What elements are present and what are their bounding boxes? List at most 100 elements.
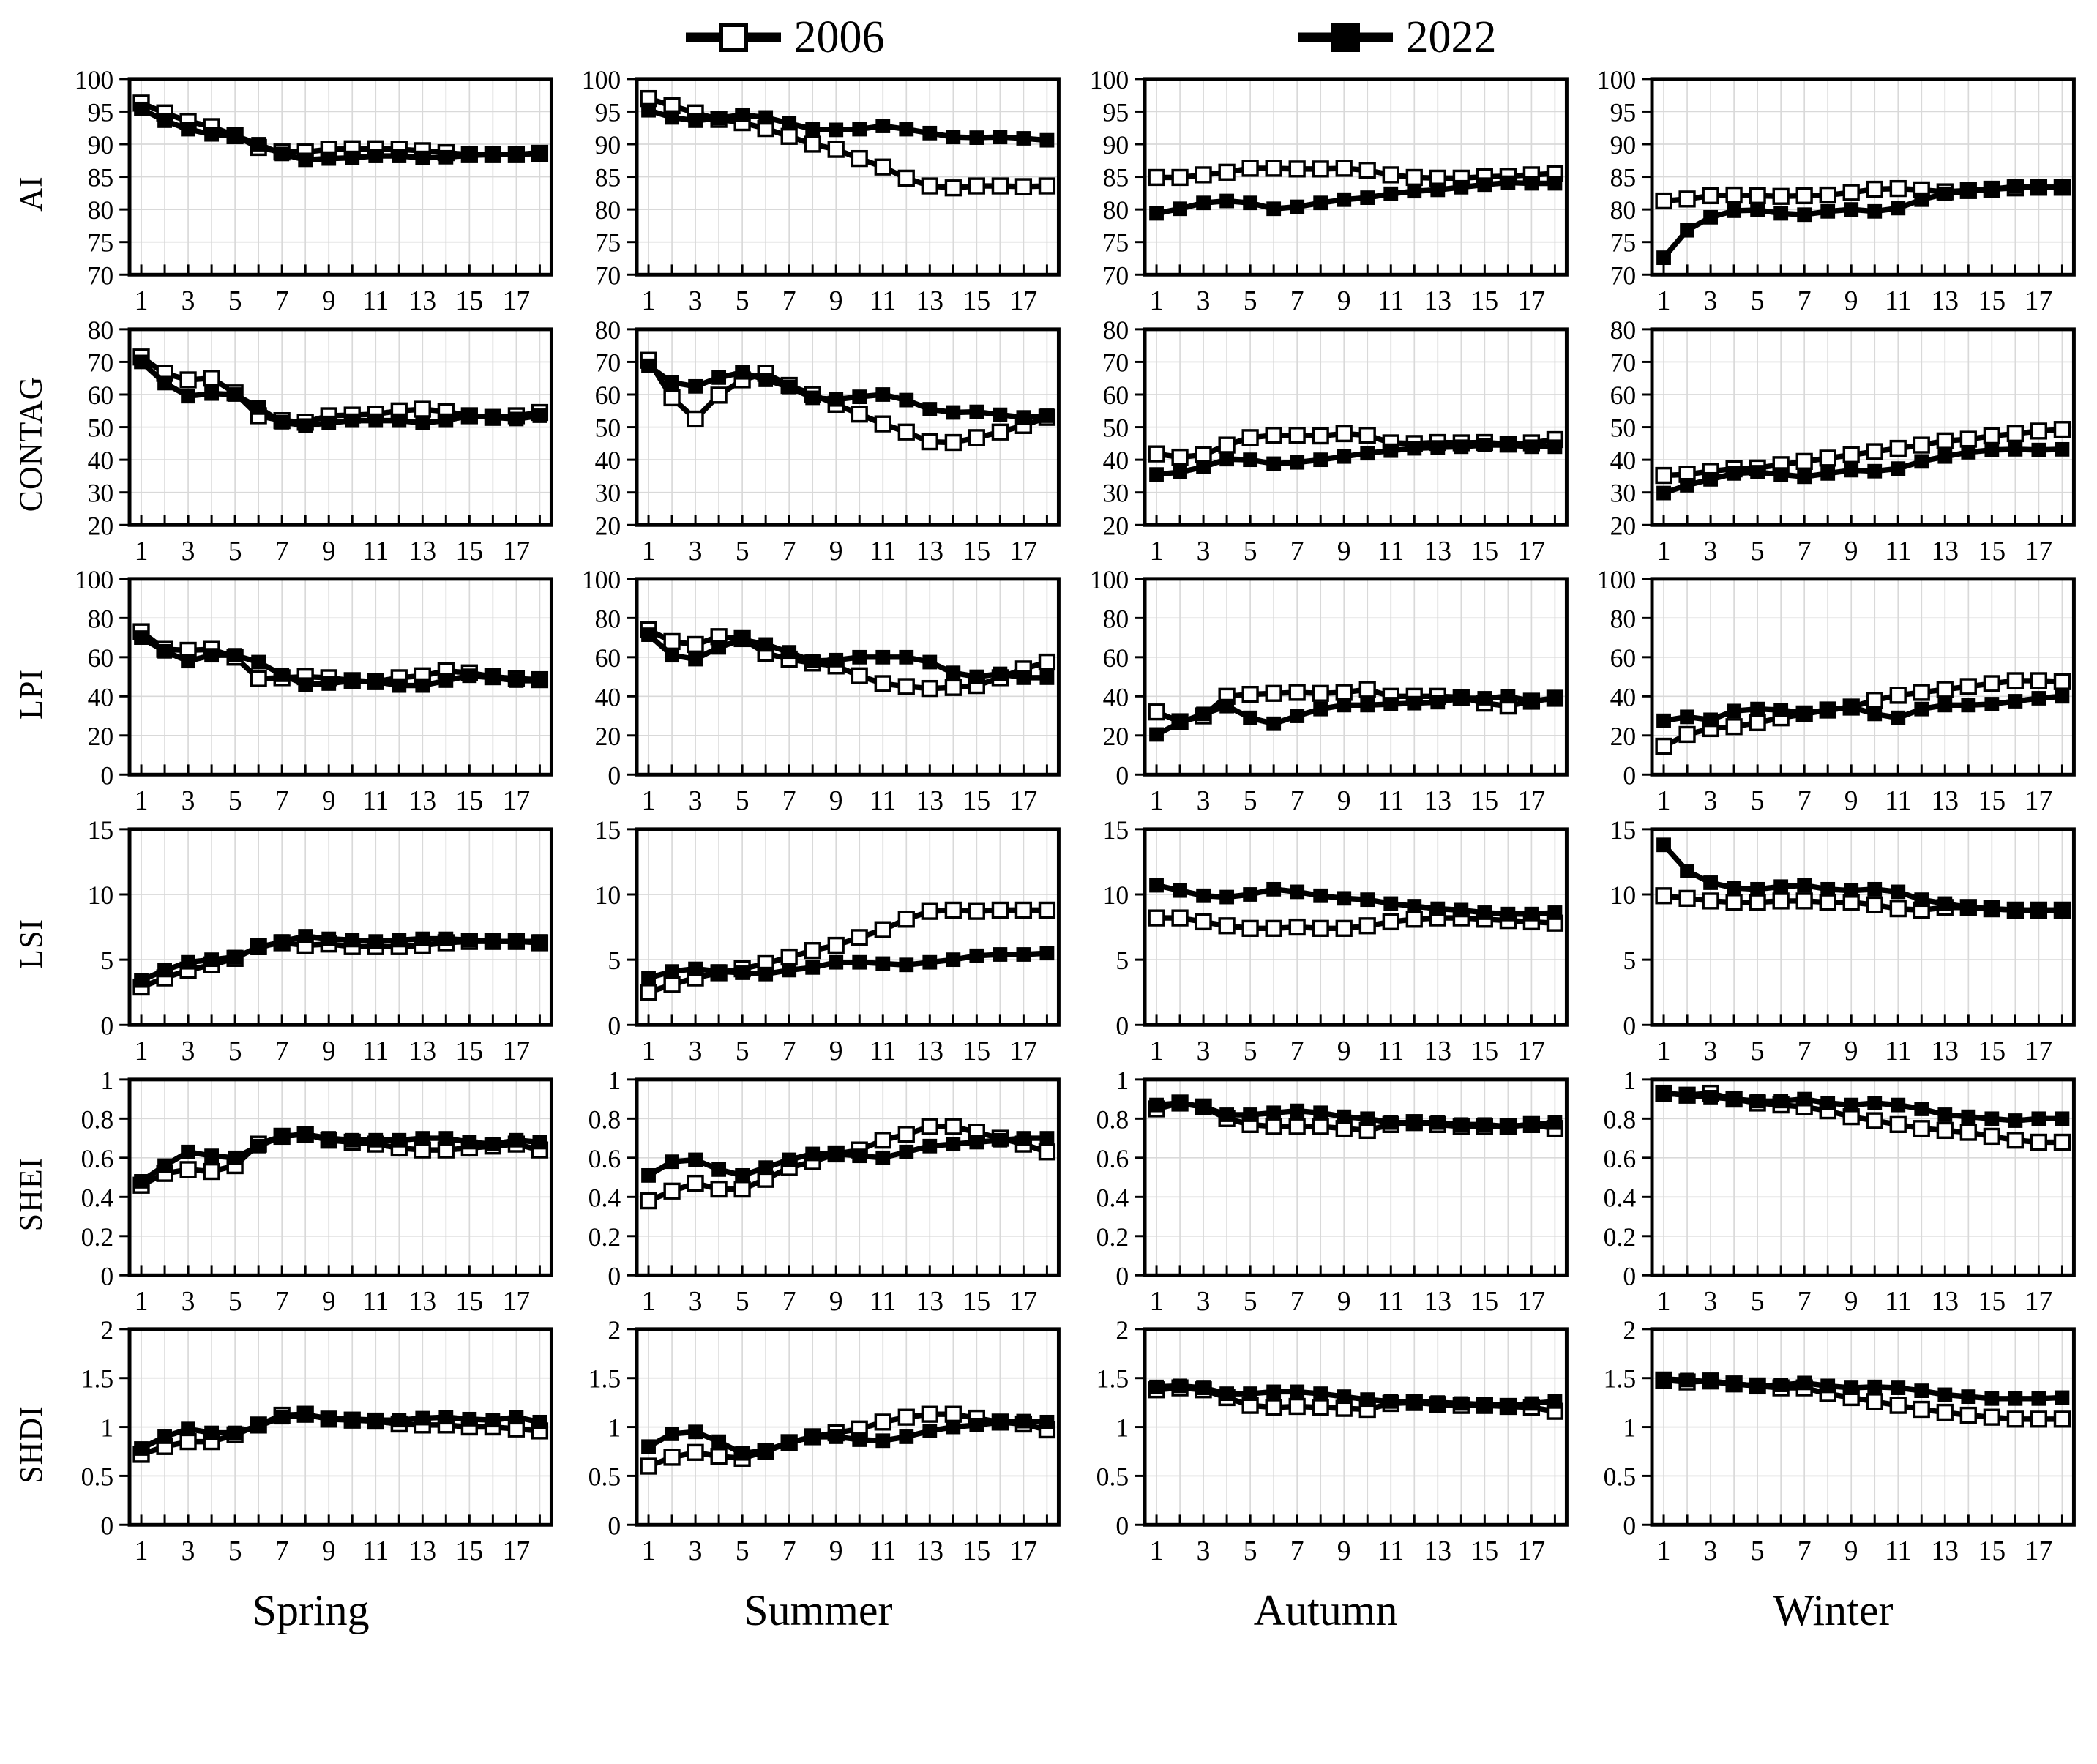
marker-2022 [1429, 901, 1445, 916]
marker-2022 [509, 147, 524, 162]
y-tick-label: 15 [88, 819, 114, 845]
marker-2022 [345, 413, 360, 428]
y-tick-label: 60 [1102, 381, 1129, 410]
marker-2022 [532, 934, 547, 949]
marker-2022 [1172, 883, 1187, 898]
x-tick-label: 9 [322, 785, 336, 816]
marker-2022 [1195, 1099, 1211, 1114]
marker-2022 [438, 149, 454, 165]
x-tick-label: 9 [829, 285, 843, 316]
row-label-shei: SHEI [12, 1156, 49, 1232]
marker-2022 [1429, 182, 1445, 198]
marker-2022 [665, 375, 680, 390]
marker-2006 [1913, 684, 1930, 701]
marker-2006 [250, 670, 267, 688]
x-tick-label: 1 [135, 535, 149, 566]
series-2022-markers [134, 1408, 547, 1457]
x-tick-label: 9 [1337, 1036, 1350, 1066]
y-tick-label: 40 [88, 683, 114, 712]
marker-2022 [462, 668, 477, 684]
marker-2022 [1773, 1378, 1788, 1393]
y-tick-label: 80 [1102, 605, 1129, 634]
y-tick-label: 85 [595, 163, 621, 193]
marker-2022 [688, 378, 703, 394]
marker-2006 [1335, 425, 1353, 442]
x-tick-label: 5 [736, 535, 750, 566]
marker-2022 [1797, 878, 1812, 893]
marker-2022 [899, 1144, 914, 1159]
marker-2022 [1219, 452, 1234, 466]
x-tick-label: 7 [275, 1285, 289, 1316]
marker-2022 [438, 413, 454, 428]
x-tick-label: 1 [1656, 1536, 1670, 1566]
x-tick-label: 9 [322, 1536, 336, 1566]
marker-2006 [874, 1131, 892, 1149]
x-tick-label: 11 [362, 785, 389, 816]
marker-2022 [641, 627, 657, 643]
marker-2022 [641, 971, 657, 986]
y-tick-label: 5 [1623, 946, 1636, 975]
x-tick-label: 13 [1424, 785, 1451, 816]
x-tick-label: 9 [829, 1036, 843, 1066]
marker-2022 [1039, 1415, 1055, 1430]
y-tick-label: 100 [582, 569, 621, 594]
marker-2022 [181, 122, 195, 137]
legend-marker-2022-icon [1297, 23, 1393, 52]
y-tick-label: 0.5 [1096, 1462, 1129, 1492]
x-tick-label: 17 [503, 1536, 531, 1566]
marker-2022 [1383, 896, 1398, 911]
x-tick-label: 15 [1978, 285, 2006, 316]
y-tick-label: 30 [88, 478, 114, 507]
y-tick-label: 0.6 [588, 1144, 621, 1173]
x-tick-label: 11 [1378, 785, 1404, 816]
y-tick-label: 95 [595, 97, 621, 127]
y-tick-label: 0 [1115, 761, 1129, 791]
y-tick-label: 0.4 [1096, 1183, 1129, 1212]
x-tick-label: 13 [1931, 285, 1959, 316]
y-tick-label: 15 [1102, 819, 1129, 845]
marker-2022 [2031, 442, 2046, 457]
x-tick-label: 3 [182, 285, 195, 316]
marker-2022 [1476, 1117, 1492, 1132]
marker-2006 [1725, 894, 1743, 911]
marker-2022 [1289, 1103, 1304, 1118]
series-2022-markers [1656, 837, 2070, 918]
y-tick-label: 70 [1102, 261, 1129, 290]
marker-2022 [875, 386, 891, 402]
plot-border [635, 1327, 1061, 1528]
marker-2022 [1523, 1117, 1539, 1132]
marker-2022 [1961, 1109, 1975, 1124]
y-tick-label: 90 [88, 130, 114, 160]
marker-2022 [946, 405, 961, 420]
x-tick-label: 15 [1978, 1285, 2006, 1316]
x-tick-label: 5 [228, 285, 242, 316]
marker-2022 [1266, 717, 1281, 731]
marker-2022 [1500, 689, 1515, 704]
marker-2022 [993, 1132, 1008, 1148]
marker-2006 [2006, 1131, 2024, 1149]
x-tick-label: 11 [870, 1036, 896, 1066]
y-tick-label: 1 [100, 1413, 113, 1443]
marker-2006 [710, 1180, 728, 1197]
y-tick-label: 20 [88, 511, 114, 540]
marker-2022 [1656, 837, 1671, 853]
marker-2006 [1866, 692, 1883, 709]
x-tick-label: 13 [1931, 1036, 1959, 1066]
series-2022-markers [1656, 1372, 2070, 1407]
marker-2022 [1726, 466, 1741, 481]
marker-2022 [485, 409, 501, 425]
row-label-cell-lpi: LPI [4, 569, 57, 819]
marker-2022 [875, 119, 891, 133]
marker-2022 [1547, 691, 1562, 706]
marker-2022 [1984, 901, 2000, 916]
marker-2022 [321, 1410, 337, 1426]
marker-2022 [509, 673, 524, 689]
x-tick-label: 11 [1885, 285, 1911, 316]
x-tick-label: 9 [829, 535, 843, 566]
x-tick-label: 5 [1750, 285, 1764, 316]
marker-2022 [1172, 464, 1187, 479]
marker-2022 [1148, 878, 1164, 893]
x-tick-label: 13 [1424, 1285, 1451, 1316]
marker-2022 [852, 650, 867, 665]
x-tick-label: 11 [1378, 1536, 1404, 1566]
